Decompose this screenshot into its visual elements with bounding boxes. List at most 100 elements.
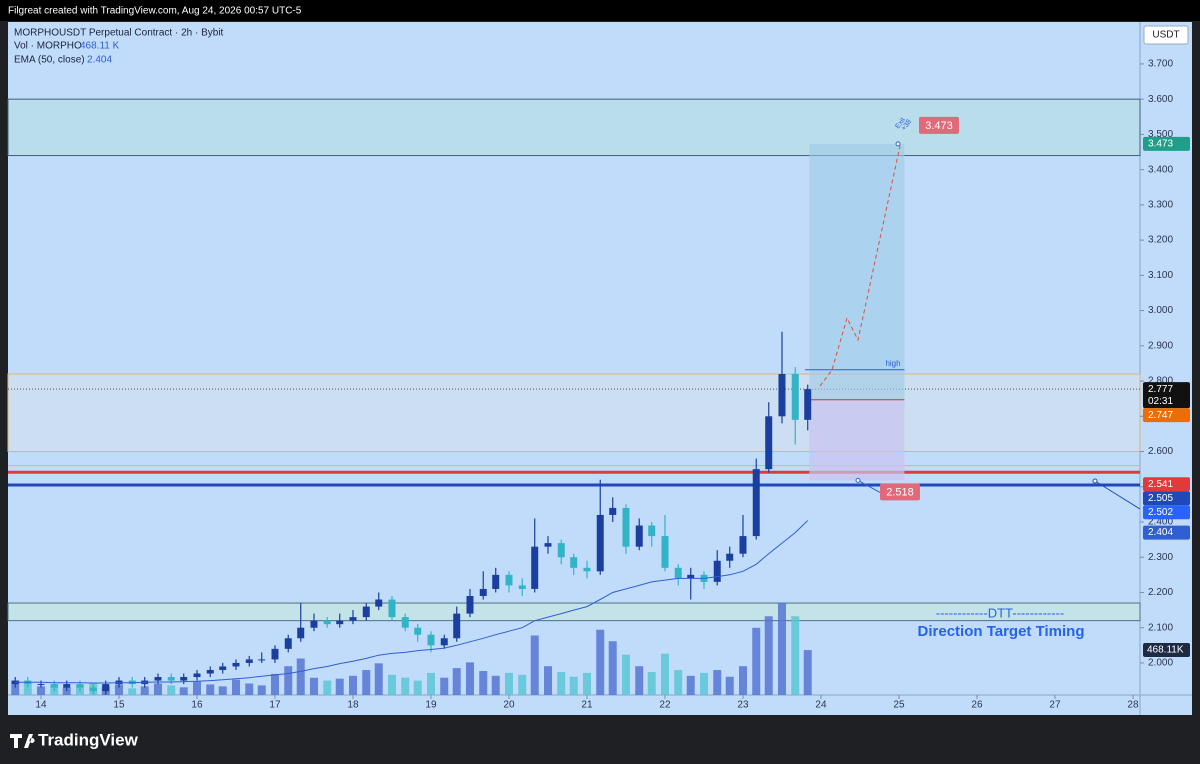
volume-bar xyxy=(23,683,32,695)
y-tick-label: 2.200 xyxy=(1148,587,1173,598)
price-tag-box xyxy=(1143,505,1190,520)
stop-label: 2.518 xyxy=(886,486,914,498)
volume xyxy=(11,602,812,695)
volume-bar xyxy=(296,658,305,695)
candle-body xyxy=(466,595,474,614)
volume-bar xyxy=(128,688,137,695)
price-tag: 2.541 xyxy=(1148,479,1173,490)
volume-bar xyxy=(335,678,344,695)
anchor xyxy=(1092,478,1098,484)
candle-body xyxy=(687,574,695,579)
candle-body xyxy=(726,553,734,561)
x-tick-label: 16 xyxy=(191,700,203,711)
x-tick-label: 26 xyxy=(971,700,983,711)
volume-bar xyxy=(479,671,488,695)
y-tick-label: 2.000 xyxy=(1148,658,1173,669)
countdown: 02:31 xyxy=(1148,396,1173,407)
y-tick-label: 2.900 xyxy=(1148,340,1173,351)
x-tick-label: 17 xyxy=(269,700,281,711)
volume-bar xyxy=(530,635,539,695)
dtt-title: ------------DTT------------ xyxy=(936,605,1064,620)
volume-bar xyxy=(36,686,45,695)
candle-body xyxy=(323,620,331,625)
candle-body xyxy=(505,574,513,586)
candle-body xyxy=(193,673,201,678)
volume-bar xyxy=(518,674,527,695)
position: high 3.473 2.518 xyxy=(805,116,959,501)
candle-body xyxy=(778,374,786,417)
candle-body xyxy=(492,574,500,589)
ema-line xyxy=(15,520,809,684)
y-tick-label: 3.600 xyxy=(1148,94,1173,105)
volume-bar xyxy=(791,616,800,695)
candle-body xyxy=(284,638,292,649)
candle-body xyxy=(232,662,240,667)
volume-bar xyxy=(764,616,773,695)
axes: 2.0002.1002.2002.3002.4002.5002.6002.700… xyxy=(35,59,1190,711)
credit: Filgreat created with TradingView.com, A… xyxy=(8,6,302,17)
dtt-subtitle: Direction Target Timing xyxy=(918,623,1085,640)
axis-unit: USDT xyxy=(1152,30,1179,41)
volume-bar xyxy=(543,666,552,695)
candle-body xyxy=(206,669,214,674)
legend-symbol: MORPHOUSDT Perpetual Contract · 2h · Byb… xyxy=(14,28,224,39)
candle-body xyxy=(258,659,266,661)
legend-ema-value: 2.404 xyxy=(87,55,112,66)
volume-bar xyxy=(426,672,435,695)
volume-bar xyxy=(738,666,747,695)
candle-body xyxy=(167,677,175,681)
volume-bar xyxy=(635,666,644,695)
candle-body xyxy=(453,613,461,639)
volume-bar xyxy=(401,677,410,695)
brand: TradingView xyxy=(38,730,139,749)
volume-bar xyxy=(192,681,201,695)
volume-bar xyxy=(11,680,20,695)
volume-bar xyxy=(582,672,591,695)
candle-body xyxy=(297,627,305,639)
unit-box xyxy=(1143,25,1189,45)
stop-label-box xyxy=(880,483,920,501)
x-tick-label: 18 xyxy=(347,700,359,711)
volume-bar xyxy=(62,687,71,695)
zone xyxy=(7,98,1141,157)
candle-body xyxy=(102,684,110,692)
volume-bar xyxy=(686,675,695,695)
price-tag-box xyxy=(1143,525,1190,540)
volume-bar xyxy=(647,671,656,695)
volume-bar xyxy=(206,684,215,695)
volume-bar xyxy=(699,672,708,695)
x-tick-label: 25 xyxy=(893,700,905,711)
candle-body xyxy=(271,648,279,660)
volume-bar xyxy=(387,674,396,695)
y-tick-label: 2.100 xyxy=(1148,622,1173,633)
price-tag: 3.473 xyxy=(1148,139,1173,150)
price-tag-box xyxy=(1143,136,1190,151)
candle-body xyxy=(622,507,630,547)
projection-path xyxy=(819,145,901,387)
header-bar xyxy=(0,0,1200,21)
price-tag: 2.404 xyxy=(1148,527,1173,538)
x-tick-label: 20 xyxy=(503,700,515,711)
y-tick-label: 2.300 xyxy=(1148,552,1173,563)
legend-ema: EMA (50, close) xyxy=(14,55,85,66)
target-label-box xyxy=(919,116,959,134)
x-tick-label: 14 xyxy=(35,700,47,711)
candles xyxy=(11,331,812,695)
price-tag: 2.777 xyxy=(1148,384,1173,395)
candle-body xyxy=(544,543,552,547)
volume-bar xyxy=(374,663,383,695)
candle-body xyxy=(791,374,799,420)
legend-volume: Vol · MORPHO xyxy=(14,41,82,52)
volume-bar xyxy=(348,675,357,695)
candle-body xyxy=(89,687,97,692)
candle-body xyxy=(388,599,396,618)
stop-pointer xyxy=(857,479,881,493)
volume-bar xyxy=(621,654,630,695)
candle-body xyxy=(570,557,578,568)
y-tick-label: 3.700 xyxy=(1148,59,1173,70)
candle-body xyxy=(11,680,19,685)
candle-body xyxy=(479,588,487,596)
volume-bar xyxy=(752,627,761,695)
volume-tag-box xyxy=(1143,643,1190,658)
